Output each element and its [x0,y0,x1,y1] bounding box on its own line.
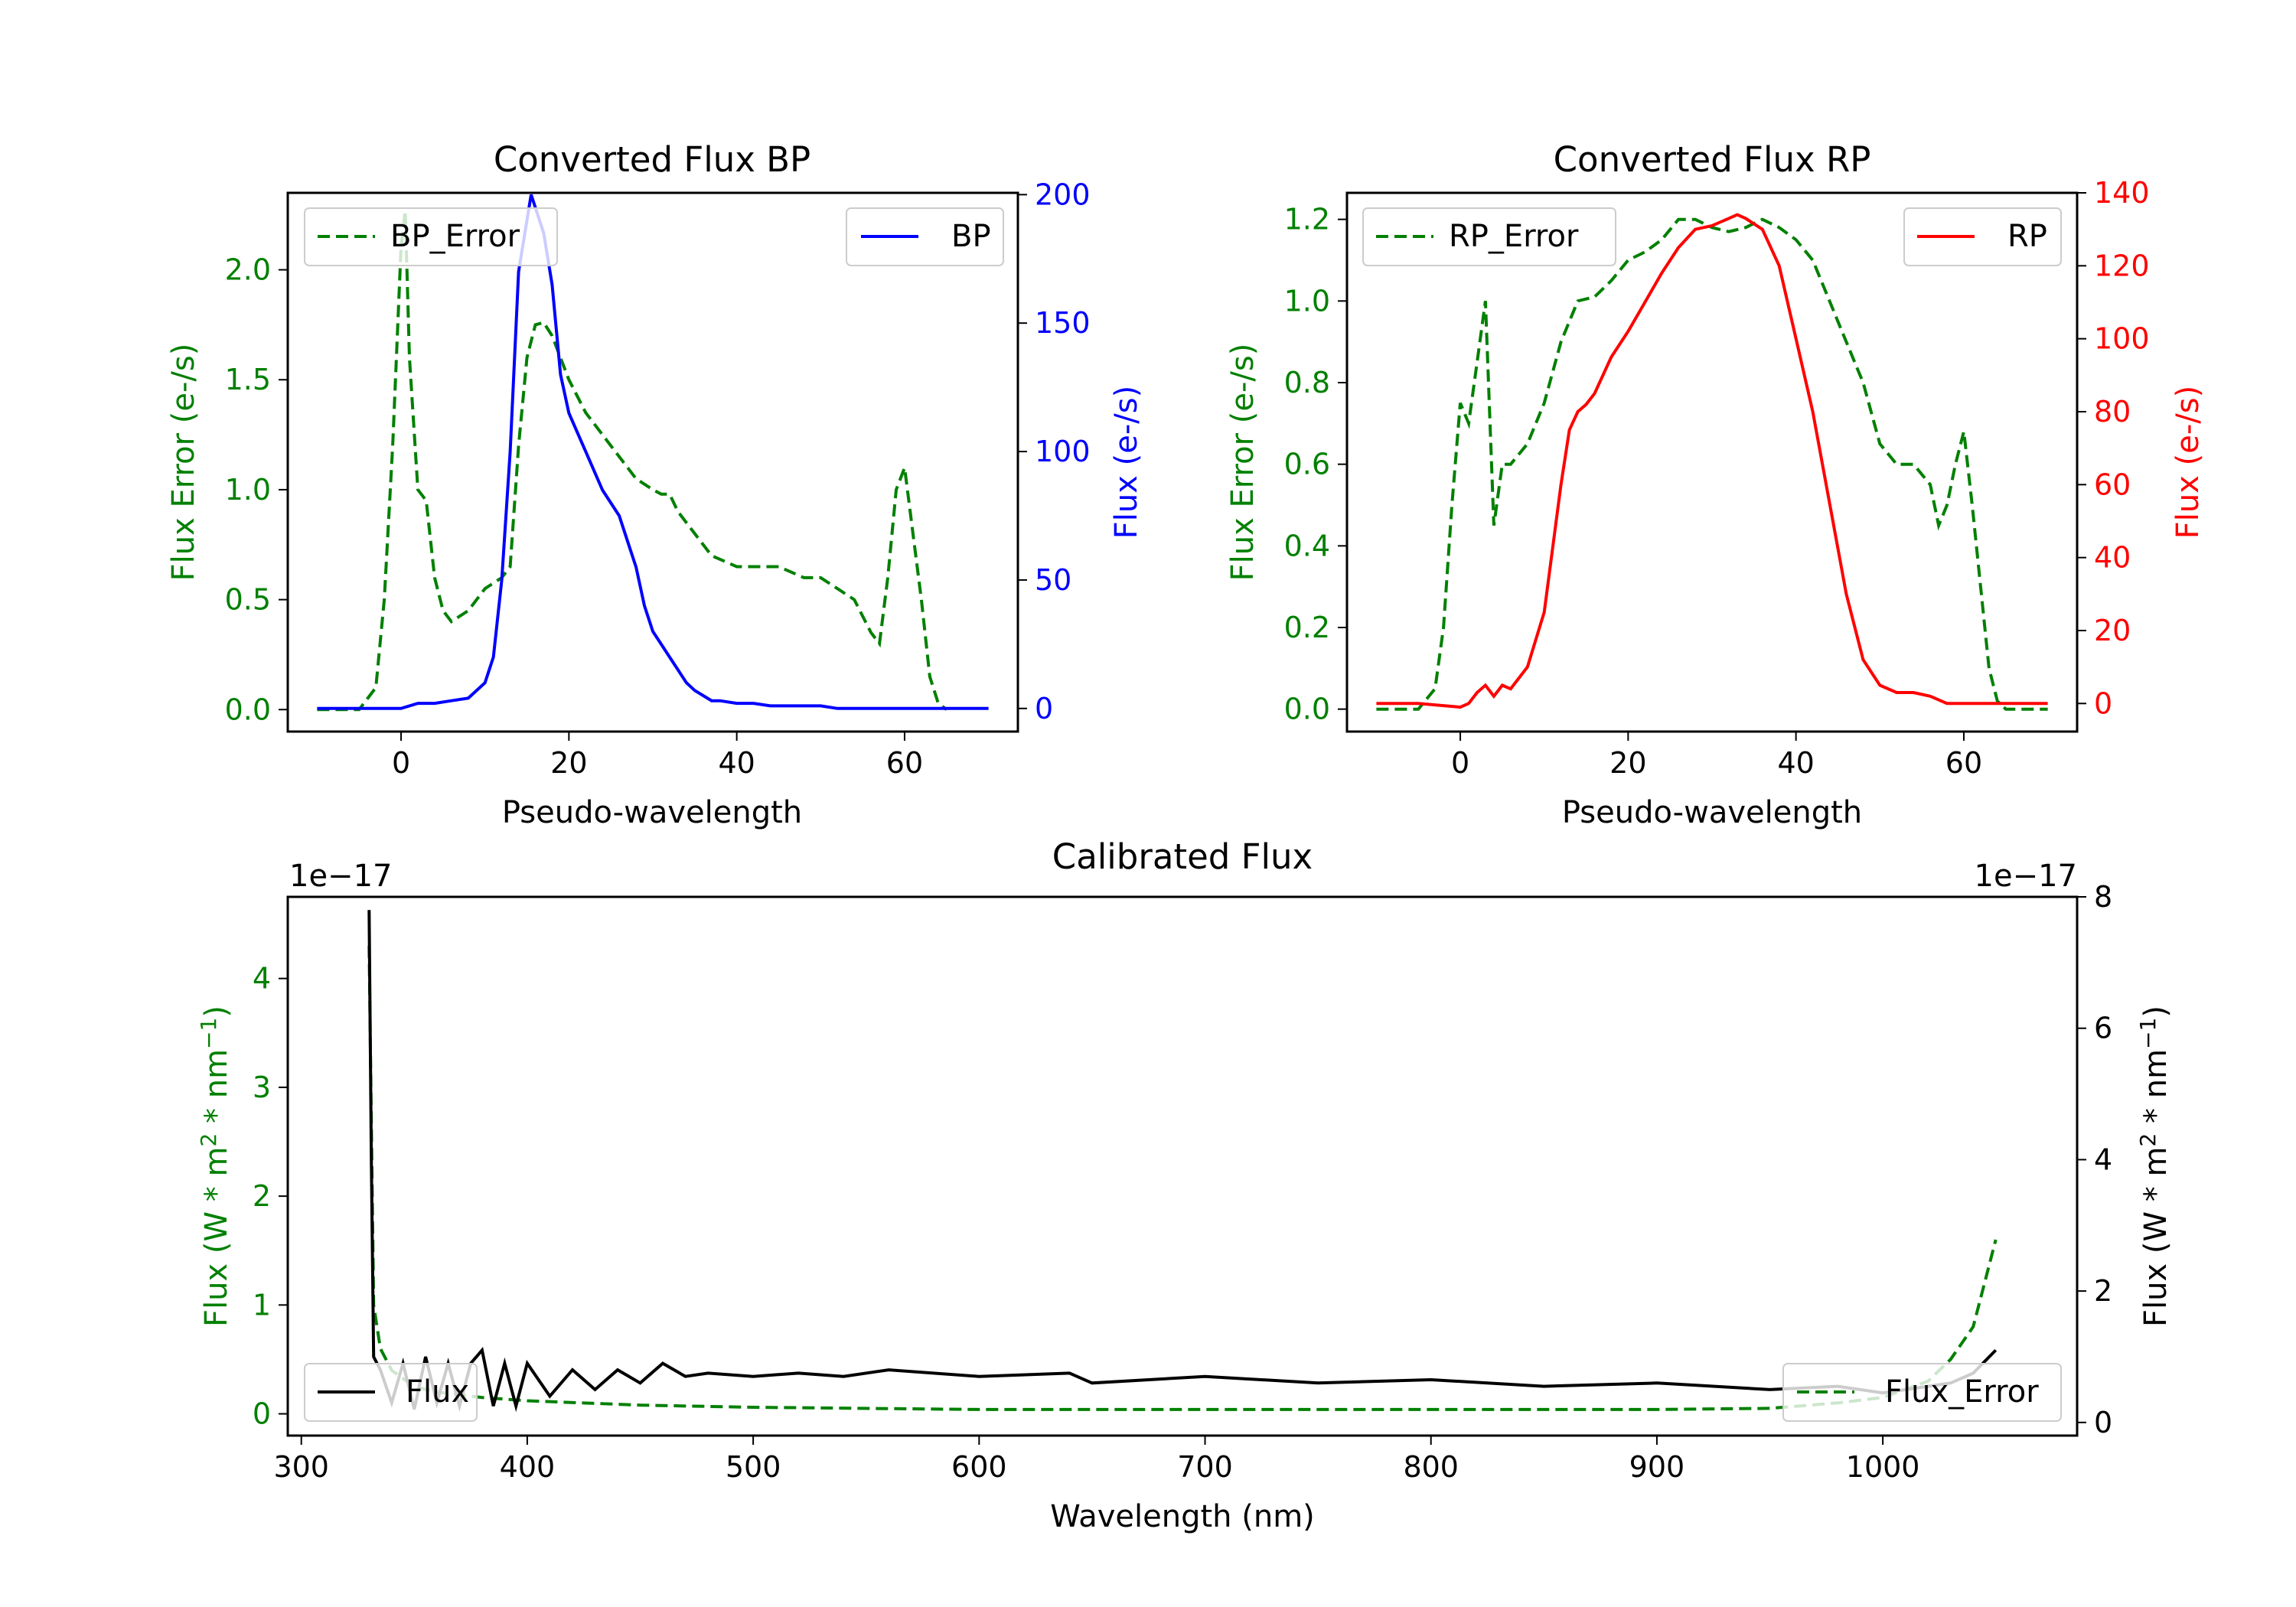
cal-ytick-left-label: 3 [253,1071,271,1104]
bp-xlabel: Pseudo-wavelength [502,795,802,830]
cal-xtick-label: 900 [1629,1450,1685,1484]
rp-legend-left-label: RP_Error [1449,219,1579,254]
bp-ytick-right-label: 100 [1035,435,1091,468]
rp-legend-right-label: RP [2007,219,2047,254]
cal-error-series [367,945,1998,1411]
bp-ytick-right-label: 150 [1035,306,1091,340]
cal-ylabel-right: Flux (W * m2 * nm−1) [2135,1006,2174,1327]
rp-ytick-left-label: 0.4 [1284,529,1330,562]
bp-legend-left: BP_Error [304,207,558,266]
cal-offset-right: 1e−17 [1975,859,2077,894]
rp-xtick-label: 60 [1945,746,1982,780]
rp-ytick-right-label: 80 [2094,395,2131,429]
bp-ytick-right-label: 0 [1035,692,1053,725]
cal-ytick-right-label: 2 [2094,1274,2112,1308]
cal-ytick-right-label: 8 [2094,880,2112,914]
cal-ytick-right-label: 0 [2094,1406,2112,1439]
bp-ytick-left-label: 2.0 [225,253,271,287]
cal-ytick-right-label: 6 [2094,1012,2112,1045]
rp-ylabel-left: Flux Error (e-/s) [1225,344,1261,582]
cal-panel: Calibrated Flux 300 400 500 600 700 800 900 100… [196,836,2174,1534]
rp-flux-series [1376,213,2048,709]
bp-plot-frame [286,191,1019,733]
rp-xtick-label: 0 [1451,746,1469,780]
bp-panel: Converted Flux BP 0 20 40 60 0.0 0.5 1.0 1.5 2.… [166,139,1144,830]
rp-ytick-right-label: 120 [2094,249,2150,282]
bp-ytick-left-label: 1.5 [225,363,271,396]
cal-xtick-label: 700 [1177,1450,1233,1484]
bp-ytick-left-label: 1.0 [225,473,271,507]
rp-ytick-right-label: 20 [2094,614,2131,647]
rp-panel: Converted Flux RP 0 20 40 60 0.0 0.2 0.4 0.6 0.… [1225,139,2206,830]
rp-legend-right: RP [1903,207,2062,266]
bp-title: Converted Flux BP [494,139,810,180]
rp-ytick-left-label: 0.6 [1284,448,1330,481]
bp-ylabel-right: Flux (e-/s) [1109,386,1144,539]
cal-legend-left: Flux [304,1363,478,1422]
cal-ytick-right-label: 4 [2094,1143,2112,1176]
rp-legend-left: RP_Error [1362,207,1616,266]
cal-ytick-left-label: 0 [253,1397,271,1431]
cal-xtick-label: 1000 [1846,1450,1920,1484]
cal-legend-right-label: Flux_Error [1885,1374,2039,1410]
cal-ytick-left-label: 2 [253,1179,271,1213]
bp-error-series [317,210,948,712]
cal-xlabel: Wavelength (nm) [1050,1499,1315,1534]
cal-flux-series [367,910,1998,1413]
rp-ytick-left-label: 0.2 [1284,611,1330,644]
cal-xtick-label: 600 [951,1450,1007,1484]
bp-ytick-left-label: 0.5 [225,583,271,617]
bp-legend-right-label: BP [951,219,991,254]
rp-plot-frame [1345,191,2079,733]
rp-ytick-right-label: 0 [2094,686,2112,720]
rp-ytick-left-label: 0.0 [1284,693,1330,726]
rp-ylabel-right: Flux (e-/s) [2170,386,2206,539]
cal-title: Calibrated Flux [1052,836,1313,877]
bp-ylabel-left: Flux Error (e-/s) [166,344,201,582]
bp-xtick-label: 40 [718,746,755,780]
rp-ytick-right-label: 100 [2094,322,2150,356]
rp-error-series [1376,217,2048,711]
cal-xtick-label: 500 [726,1450,781,1484]
bp-xtick-label: 60 [886,746,923,780]
bp-legend-right: BP [846,207,1004,266]
rp-ytick-left-label: 1.0 [1284,284,1330,318]
rp-ytick-left-label: 0.8 [1284,366,1330,399]
rp-ytick-right-label: 40 [2094,541,2131,575]
cal-xtick-label: 400 [500,1450,556,1484]
cal-ytick-left-label: 1 [253,1288,271,1322]
rp-ytick-right-label: 140 [2094,176,2150,210]
cal-xtick-label: 800 [1403,1450,1459,1484]
rp-ytick-right-label: 60 [2094,468,2131,501]
bp-xtick-label: 0 [392,746,410,780]
bp-legend-left-label: BP_Error [390,219,520,254]
rp-xtick-label: 40 [1777,746,1814,780]
cal-xtick-label: 300 [273,1450,329,1484]
rp-xlabel: Pseudo-wavelength [1562,795,1862,830]
cal-plot-frame [286,895,2079,1437]
bp-ytick-left-label: 0.0 [225,693,271,726]
bp-xtick-label: 20 [550,746,587,780]
rp-xtick-label: 20 [1609,746,1646,780]
rp-title: Converted Flux RP [1554,139,1871,180]
cal-legend-right: Flux_Error [1782,1363,2062,1422]
cal-ytick-left-label: 4 [253,962,271,996]
cal-offset-left: 1e−17 [289,859,392,894]
bp-flux-series [317,194,989,710]
cal-ylabel-left: Flux (W * m2 * nm−1) [196,1006,234,1327]
cal-legend-left-label: Flux [406,1374,469,1410]
bp-ytick-right-label: 200 [1035,178,1091,211]
bp-ytick-right-label: 50 [1035,563,1071,597]
rp-ytick-left-label: 1.2 [1284,203,1330,236]
